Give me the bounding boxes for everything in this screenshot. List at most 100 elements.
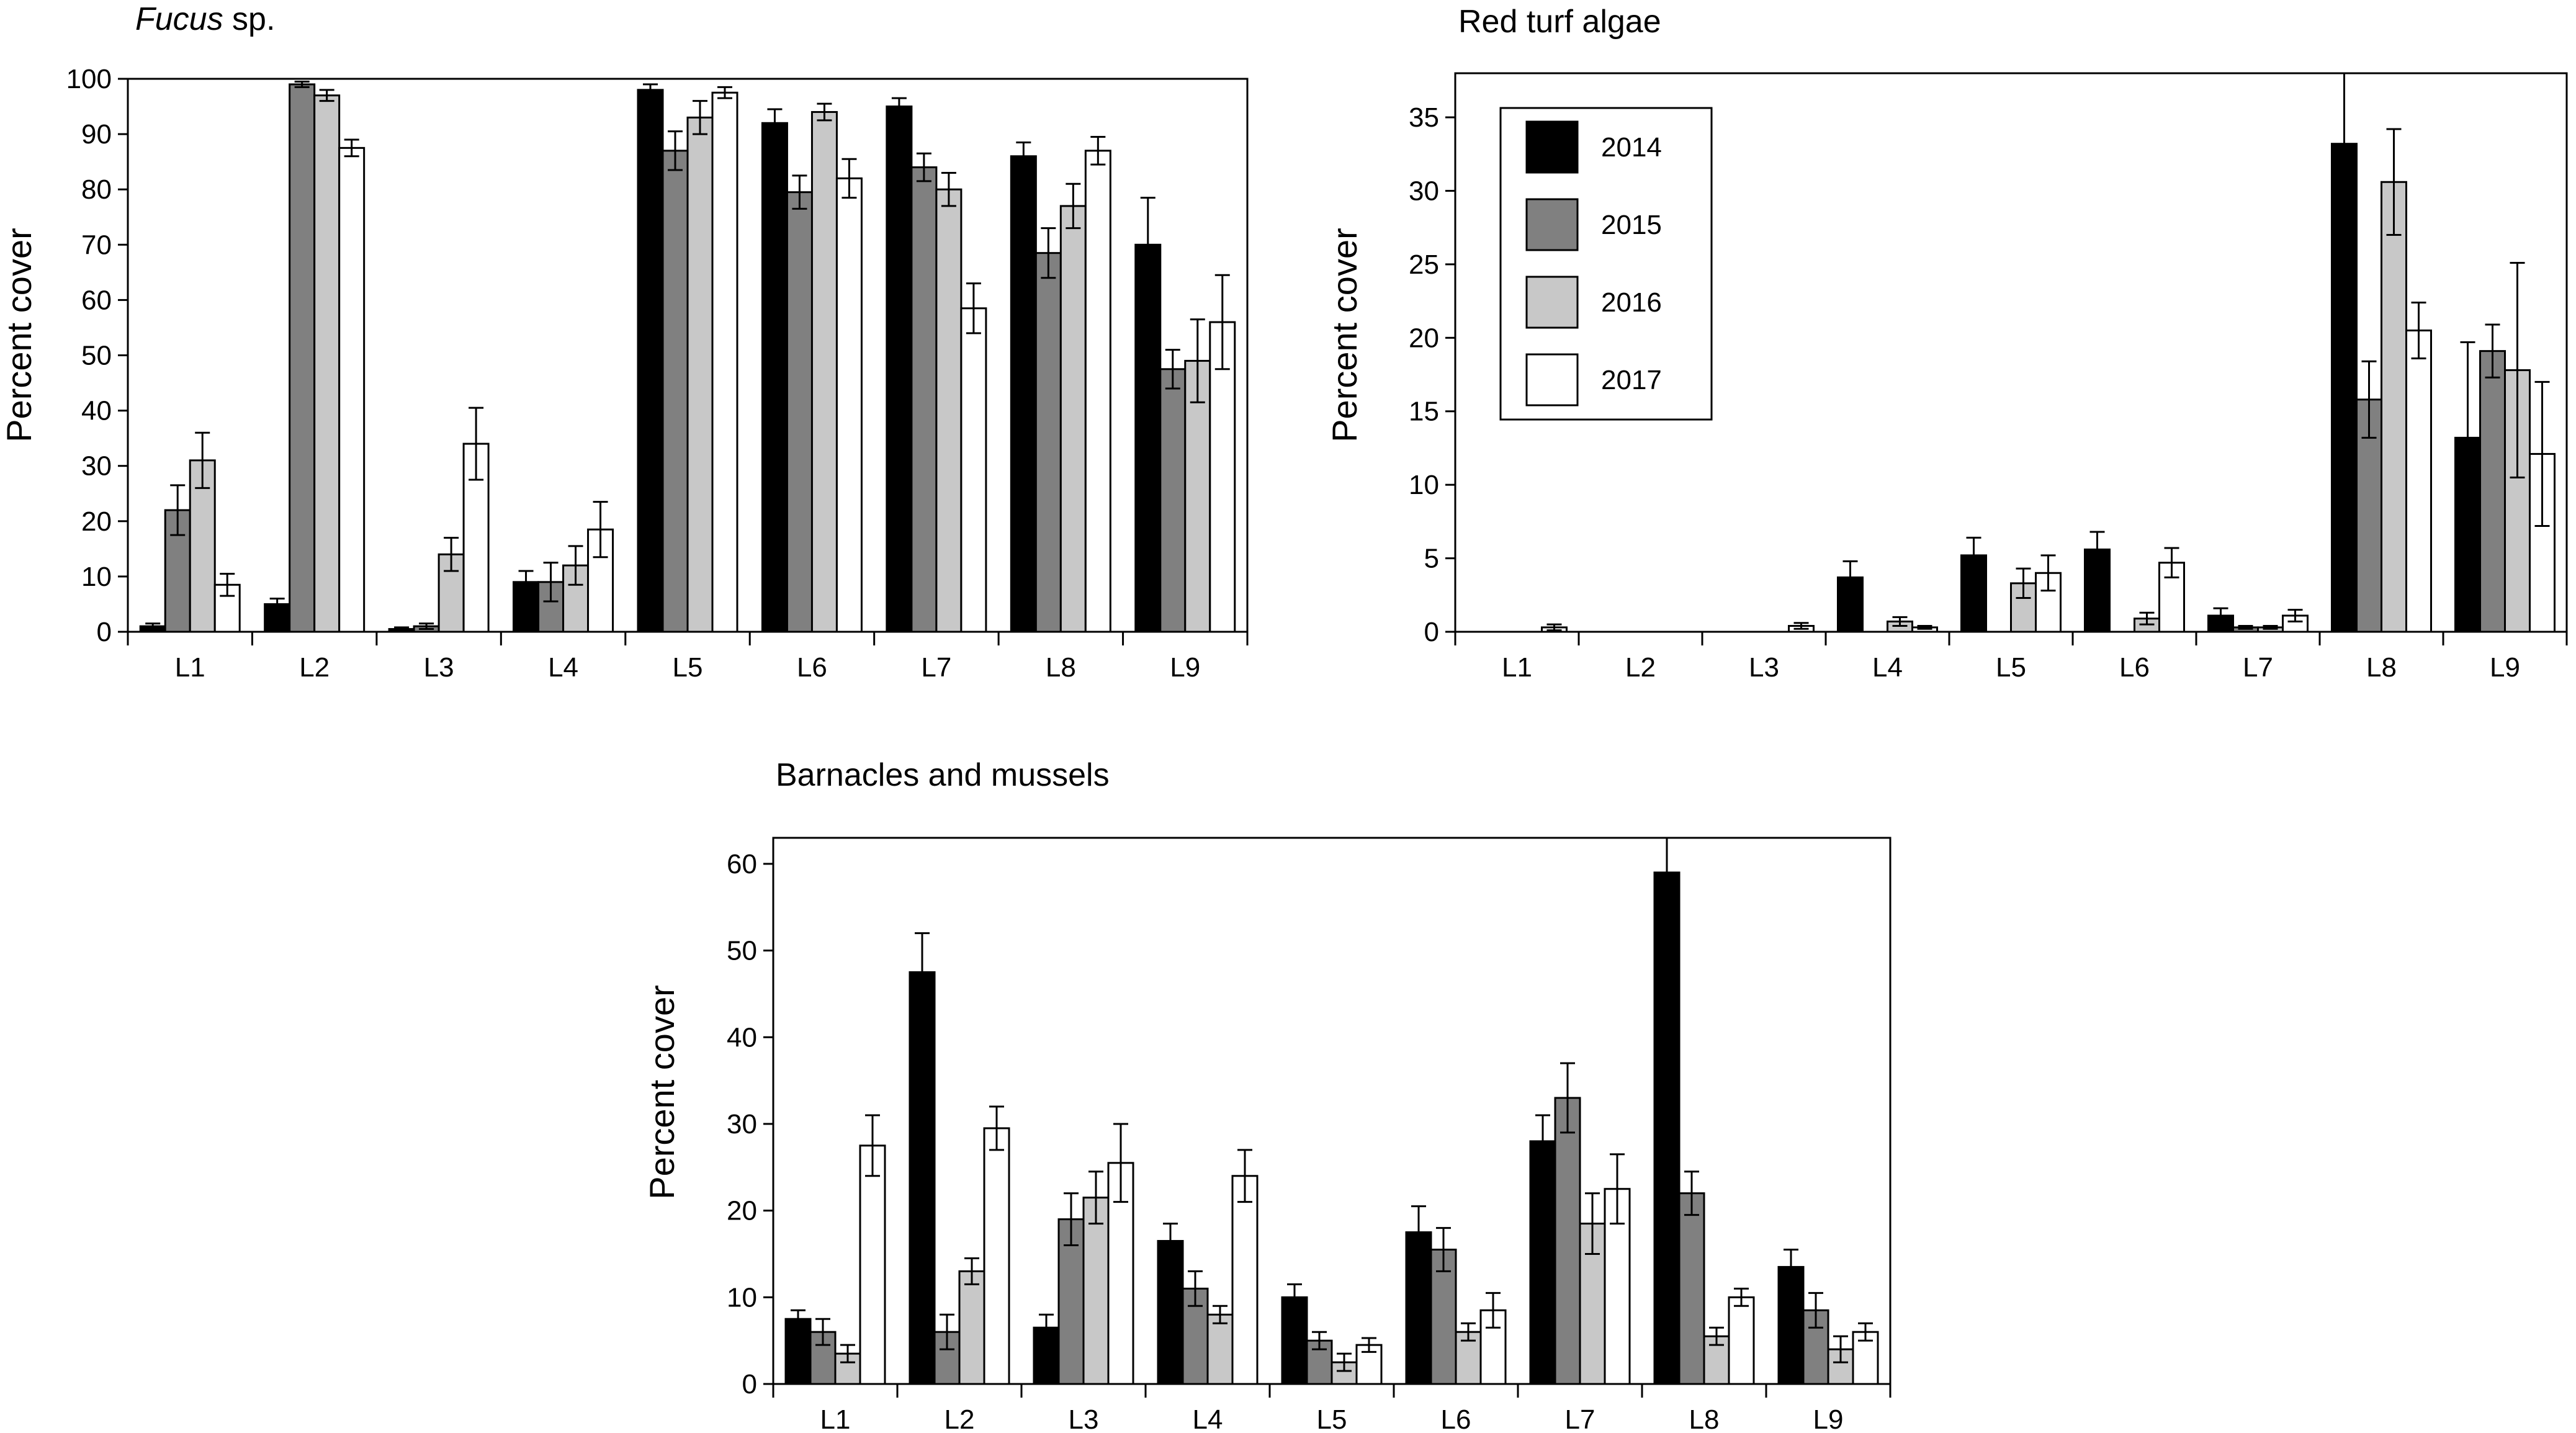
red-turf-plot-area: 0 5 10 15 20 25 30 35 L1 L2 L3 L4 L5 L6 L7 L8 L9 [1409,72,2568,683]
fucus-chart-title: Fucus sp. [135,1,275,37]
fucus-category-label: L3 [424,652,454,683]
fucus-bar-l5-2016 [686,116,714,633]
fucus-bar-l3-2016 [438,553,465,633]
barnacles-y-tick-label: 10 [727,1282,757,1313]
red-turf-y-tick-label: 25 [1409,249,1439,280]
fucus-bar-l8-2017 [1084,150,1111,633]
red-turf-y-axis-label: Percent cover [1325,228,1364,442]
fucus-y-tick-label: 80 [81,174,112,205]
barnacles-bar-l4-2014 [1157,1240,1184,1385]
fucus-bar-l6-2017 [835,177,863,633]
barnacles-category-label: L6 [1441,1404,1471,1433]
fucus-category-label: L7 [921,652,951,683]
red-turf-y-tick-label: 10 [1409,470,1439,500]
barnacles-bar-l2-2014 [909,971,936,1385]
legend-swatch-2017 [1525,353,1579,407]
barnacles-bar-l8-2015 [1678,1192,1705,1385]
fucus-y-tick-label: 20 [81,506,112,537]
fucus-y-tick-label: 100 [66,64,112,94]
fucus-category-label: L8 [1046,652,1076,683]
barnacles-category-label: L5 [1317,1404,1347,1433]
barnacles-chart: Barnacles and mussels Percent cover 0 10 2… [642,757,1892,1433]
legend-swatch-2015 [1525,198,1579,251]
barnacles-y-tick-label: 60 [727,849,757,879]
fucus-bar-l7-2016 [935,188,963,633]
barnacles-bar-l7-2015 [1554,1097,1581,1385]
fucus-y-tick-label: 10 [81,562,112,592]
fucus-category-label: L9 [1170,652,1200,683]
fucus-y-tick-label: 70 [81,230,112,260]
fucus-chart: Fucus sp. Percent cover 0 10 20 30 40 50 60 70 8… [0,1,1249,683]
fucus-category-label: L1 [175,652,205,683]
red-turf-bar-l9-2015 [2479,350,2506,633]
fucus-y-tick-label: 60 [81,285,112,315]
red-turf-y-tick-label: 15 [1409,397,1439,427]
legend-label-2016: 2016 [1601,287,1662,318]
fucus-bar-l7-2014 [886,106,913,633]
red-turf-bar-l8-2014 [2331,143,2358,633]
red-turf-chart-title: Red turf algae [1458,4,1661,40]
red-turf-category-label: L1 [1502,652,1532,683]
fucus-bar-l8-2014 [1010,155,1037,633]
red-turf-category-label: L8 [2366,652,2397,683]
barnacles-category-label: L8 [1689,1404,1720,1433]
fucus-bar-l8-2016 [1059,205,1087,633]
barnacles-bar-l8-2017 [1728,1296,1755,1385]
barnacles-bar-l2-2016 [958,1270,985,1385]
legend-label-2014: 2014 [1601,132,1662,163]
red-turf-bar-l8-2016 [2381,181,2407,633]
red-turf-category-label: L5 [1996,652,2026,683]
fucus-bar-l2-2014 [264,603,291,633]
barnacles-y-tick-label: 20 [727,1196,757,1226]
barnacles-bar-l2-2017 [983,1127,1010,1385]
fucus-y-axis-label: Percent cover [0,228,38,442]
fucus-y-tick-label: 50 [81,341,112,371]
red-turf-category-label: L9 [2490,652,2520,683]
fucus-bar-l5-2015 [662,150,689,633]
fucus-title-italic: Fucus [135,1,223,37]
fucus-bar-l6-2014 [761,122,788,633]
fucus-bar-l7-2017 [960,307,987,633]
barnacles-bar-l4-2016 [1206,1313,1234,1385]
legend-swatch-2014 [1525,120,1579,174]
barnacles-bar-l7-2014 [1529,1140,1556,1385]
red-turf-chart: Red turf algae Percent cover 0 5 10 15 20 25 3… [1325,4,2568,683]
barnacles-category-label: L4 [1193,1404,1223,1433]
fucus-bar-l5-2017 [711,91,738,633]
legend-swatch-2016 [1525,276,1579,329]
barnacles-bar-l1-2017 [859,1144,886,1385]
barnacles-y-tick-label: 0 [742,1369,757,1399]
barnacles-y-tick-label: 50 [727,936,757,966]
fucus-category-label: L4 [548,652,578,683]
fucus-bar-l2-2016 [313,94,341,633]
fucus-y-tick-label: 40 [81,396,112,426]
fucus-bar-l6-2015 [786,191,813,633]
fucus-bar-l5-2014 [637,89,664,633]
barnacles-bar-l3-2016 [1082,1197,1110,1385]
barnacles-bar-l4-2017 [1231,1175,1259,1385]
red-turf-category-label: L7 [2243,652,2273,683]
barnacles-plot-area: 0 10 20 30 40 50 60 L1 L2 L3 L4 L5 L6 L7 L8 L9 [727,837,1892,1433]
barnacles-chart-title: Barnacles and mussels [776,757,1110,793]
fucus-bar-l9-2014 [1134,243,1162,633]
barnacles-category-label: L1 [820,1404,851,1433]
fucus-bar-l2-2017 [338,146,366,633]
barnacles-y-axis-label: Percent cover [642,985,681,1200]
red-turf-y-tick-label: 5 [1424,544,1439,574]
barnacles-bar-l8-2014 [1653,871,1681,1385]
fucus-category-label: L6 [797,652,827,683]
fucus-bar-l2-2015 [289,83,316,633]
red-turf-y-tick-label: 0 [1424,617,1439,647]
red-turf-bar-l8-2017 [2405,329,2432,633]
fucus-y-tick-label: 30 [81,451,112,482]
fucus-plot-area: 0 10 20 30 40 50 60 70 80 90 100 L1 L2 L3 L4 L5 L6 L7 L8 L9 [66,64,1249,683]
fucus-title-rest: sp. [223,1,276,37]
red-turf-y-tick-label: 30 [1409,176,1439,206]
barnacles-y-tick-label: 40 [727,1022,757,1053]
fucus-bar-l9-2015 [1159,368,1187,633]
fucus-bar-l7-2015 [910,166,938,633]
fucus-y-tick-label: 90 [81,119,112,150]
fucus-category-label: L5 [673,652,703,683]
chart-legend: 2014 2015 2016 2017 [1499,107,1713,421]
